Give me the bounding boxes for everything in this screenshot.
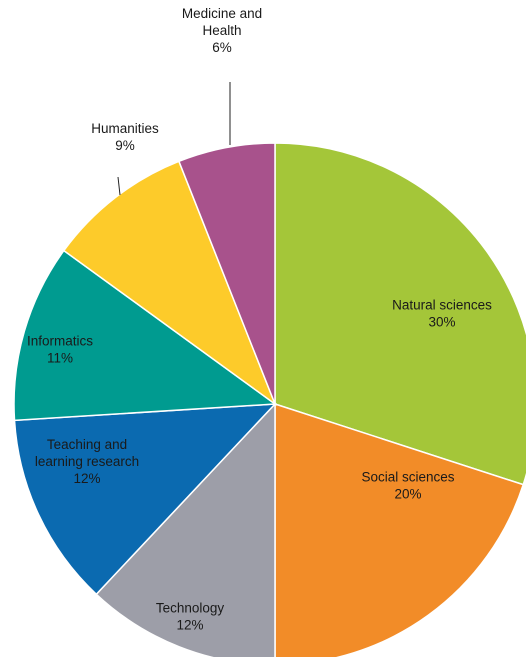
data-label-category: Informatics bbox=[27, 334, 93, 349]
leader-line-humanities bbox=[117, 176, 121, 196]
data-label-value: 11% bbox=[47, 351, 73, 366]
data-label-category: Social sciences bbox=[361, 470, 454, 485]
pie-slice-technology bbox=[95, 402, 276, 657]
data-label-value: 12% bbox=[176, 618, 203, 633]
data-label-humanities: Humanities 9% bbox=[91, 121, 159, 153]
data-label-category: Natural sciences bbox=[392, 298, 492, 313]
data-label-category: learning research bbox=[35, 454, 139, 469]
pie-slice-teaching-and-learning-research bbox=[13, 403, 277, 596]
data-label-value: 20% bbox=[394, 487, 421, 502]
data-label-category: Humanities bbox=[91, 121, 159, 136]
pie-slice-social-sciences bbox=[274, 402, 525, 657]
data-label-category: Medicine and bbox=[182, 6, 262, 21]
data-label-category: Technology bbox=[156, 601, 225, 616]
data-label-medicine-and-health: Medicine and Health 6% bbox=[182, 6, 262, 55]
pie-slice-informatics bbox=[13, 249, 278, 422]
data-label-social-sciences: Social sciences 20% bbox=[361, 470, 454, 502]
data-label-category: Teaching and bbox=[47, 437, 127, 452]
data-label-informatics: Informatics 11% bbox=[27, 334, 93, 366]
data-label-value: 9% bbox=[115, 138, 135, 153]
data-label-natural-sciences: Natural sciences 30% bbox=[392, 298, 492, 330]
data-label-value: 12% bbox=[73, 471, 100, 486]
data-label-value: 30% bbox=[428, 315, 455, 330]
data-label-value: 6% bbox=[212, 40, 232, 55]
data-label-category: Health bbox=[202, 23, 241, 38]
pie-slice-medicine-and-health bbox=[177, 142, 276, 405]
data-label-technology: Technology 12% bbox=[156, 601, 225, 633]
pie-slice-humanities bbox=[62, 160, 277, 407]
data-label-teaching-and-learning-research: Teaching and learning research 12% bbox=[35, 437, 139, 486]
pie-slice-natural-sciences bbox=[274, 142, 526, 486]
